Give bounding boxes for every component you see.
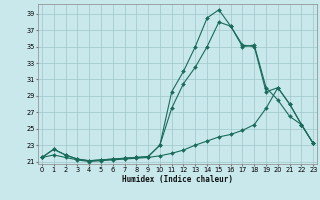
X-axis label: Humidex (Indice chaleur): Humidex (Indice chaleur)	[122, 175, 233, 184]
